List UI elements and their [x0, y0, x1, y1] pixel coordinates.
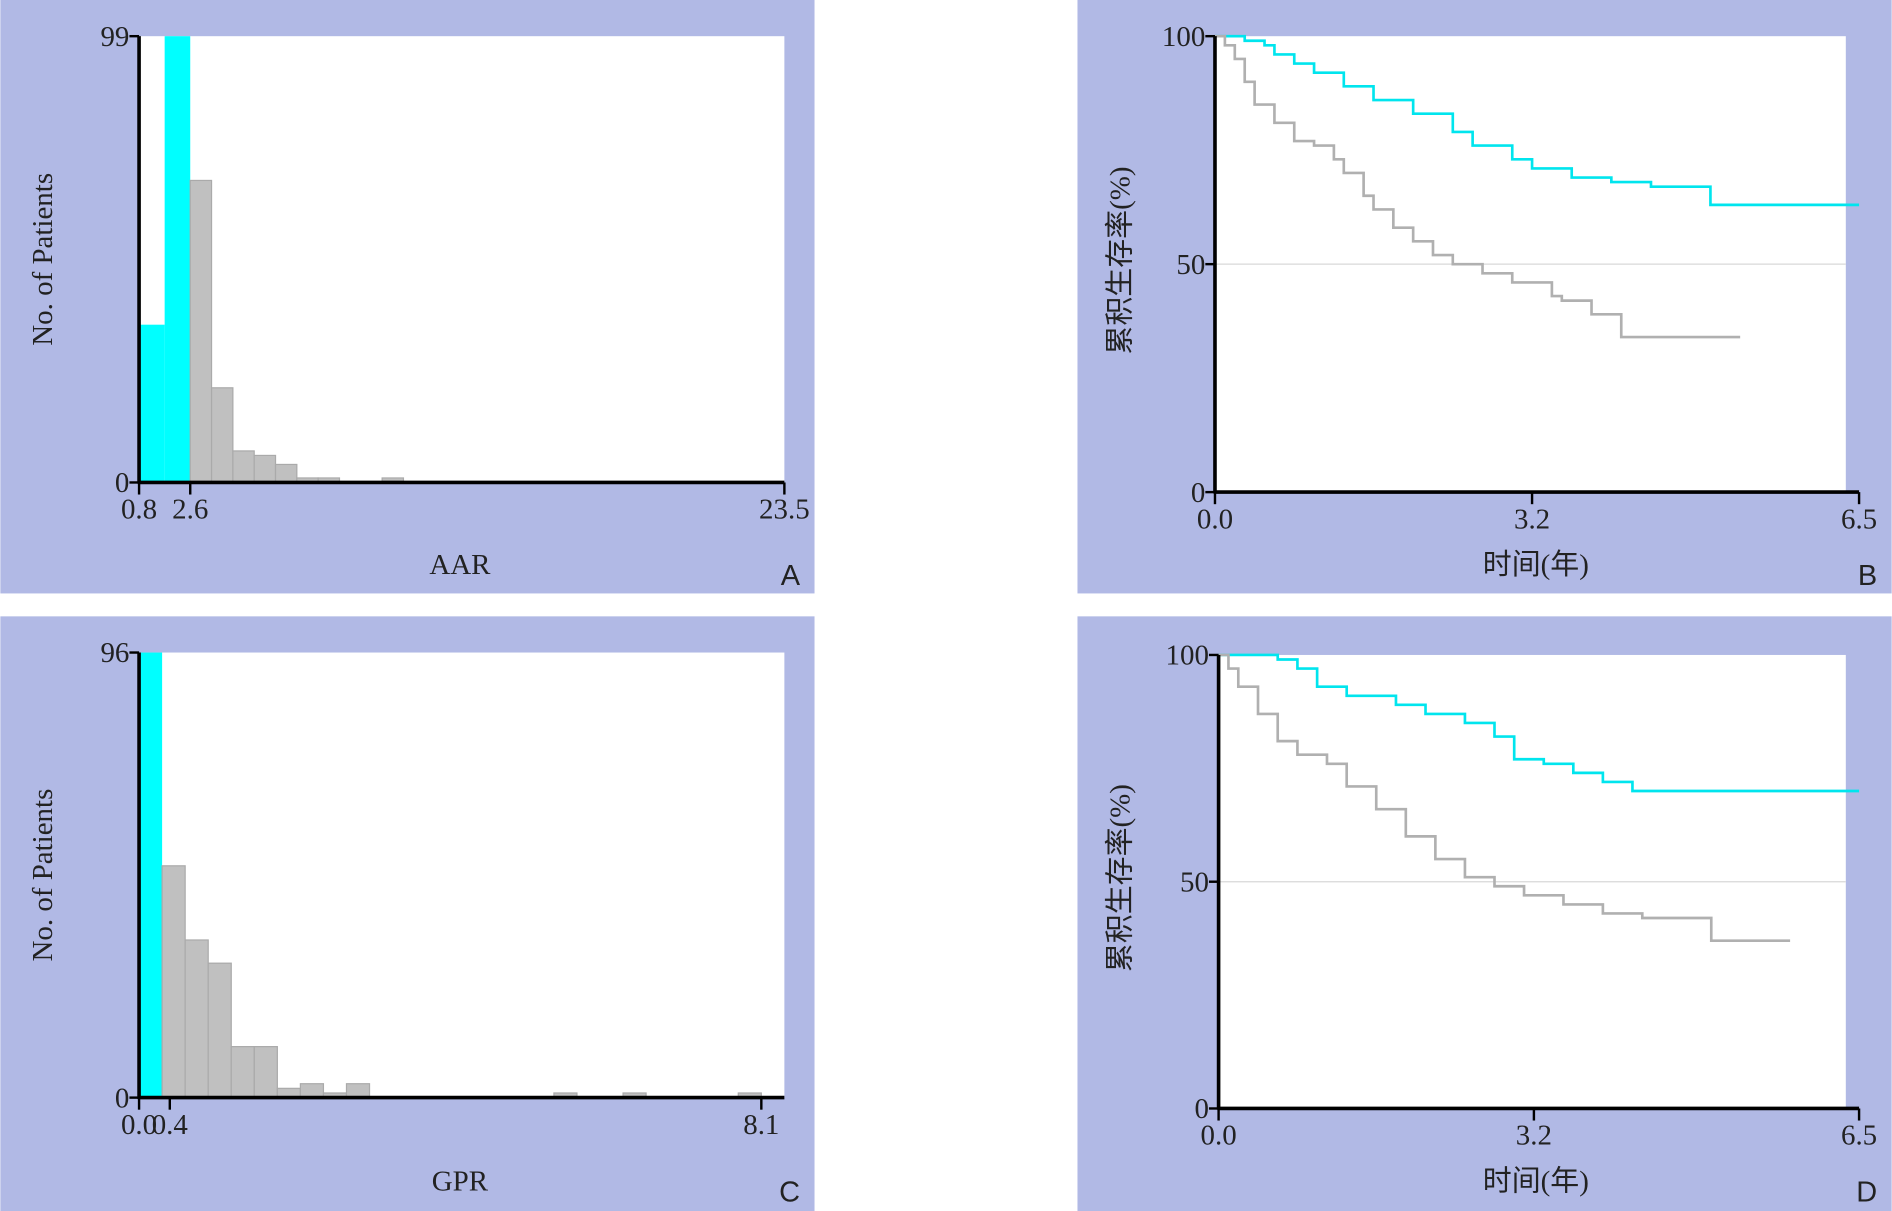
panel-label: B — [1858, 560, 1877, 592]
y-tick-label: 99 — [100, 21, 129, 53]
histogram-bar — [189, 179, 213, 484]
histogram-bar — [139, 324, 165, 483]
x-tick-label: 0.0 — [121, 1109, 157, 1141]
histogram-bar — [230, 1046, 255, 1099]
y-axis-label: No. of Patients — [27, 173, 59, 346]
y-tick-label: 0 — [115, 1082, 129, 1114]
histogram-bar — [139, 652, 163, 1098]
histogram-bar — [232, 450, 255, 484]
histogram-bar — [253, 454, 277, 484]
x-axis-label: AAR — [429, 549, 491, 581]
panel-label: D — [1856, 1176, 1877, 1208]
y-tick-label: 0 — [1191, 477, 1205, 509]
x-tick-label: 0.0 — [1197, 503, 1233, 535]
y-tick-label: 50 — [1176, 249, 1205, 281]
histogram-bar — [207, 962, 232, 1099]
y-tick-label: 100 — [1162, 21, 1205, 53]
y-axis-label: No. of Patients — [27, 789, 59, 962]
x-tick-label: 6.5 — [1841, 503, 1877, 535]
x-tick-label: 3.2 — [1514, 503, 1550, 535]
histogram-bar — [299, 1083, 325, 1099]
histogram-bar — [253, 1046, 278, 1099]
panel-label: C — [779, 1176, 800, 1208]
x-tick-label: 0.8 — [121, 494, 157, 526]
survival-curve — [1218, 653, 1860, 793]
x-tick-label: 23.5 — [759, 494, 810, 526]
histogram-bar — [274, 463, 298, 484]
plot-area — [139, 652, 785, 1098]
survival-curve — [1214, 34, 1741, 339]
histogram-bar — [345, 1083, 371, 1099]
histogram-bar — [164, 36, 191, 483]
y-tick-label: 0 — [1194, 1093, 1208, 1125]
histogram-bar — [210, 387, 234, 484]
y-tick-label: 100 — [1166, 640, 1209, 672]
x-tick-label: 3.2 — [1516, 1120, 1552, 1152]
plot-area — [139, 36, 785, 483]
x-axis-label: 时间(年) — [1483, 549, 1589, 581]
survival-curve — [1214, 34, 1860, 207]
x-axis-label: 时间(年) — [1483, 1165, 1589, 1197]
x-tick-label: 0.0 — [1201, 1120, 1237, 1152]
survival-curve — [1218, 653, 1791, 942]
y-axis-label: 累积生存率(%) — [1104, 166, 1136, 354]
histogram-bar — [184, 939, 209, 1099]
x-tick-label: 2.6 — [172, 494, 208, 526]
x-tick-label: 6.5 — [1841, 1120, 1877, 1152]
y-tick-label: 50 — [1180, 866, 1209, 898]
y-axis-label: 累积生存率(%) — [1104, 784, 1136, 972]
y-tick-label: 0 — [115, 467, 129, 499]
y-tick-label: 96 — [100, 637, 129, 669]
histogram-bar — [161, 865, 186, 1099]
x-tick-label: 0.4 — [152, 1109, 189, 1141]
x-tick-label: 8.1 — [743, 1109, 779, 1141]
x-axis-label: GPR — [432, 1165, 489, 1197]
panel-label: A — [781, 560, 801, 592]
